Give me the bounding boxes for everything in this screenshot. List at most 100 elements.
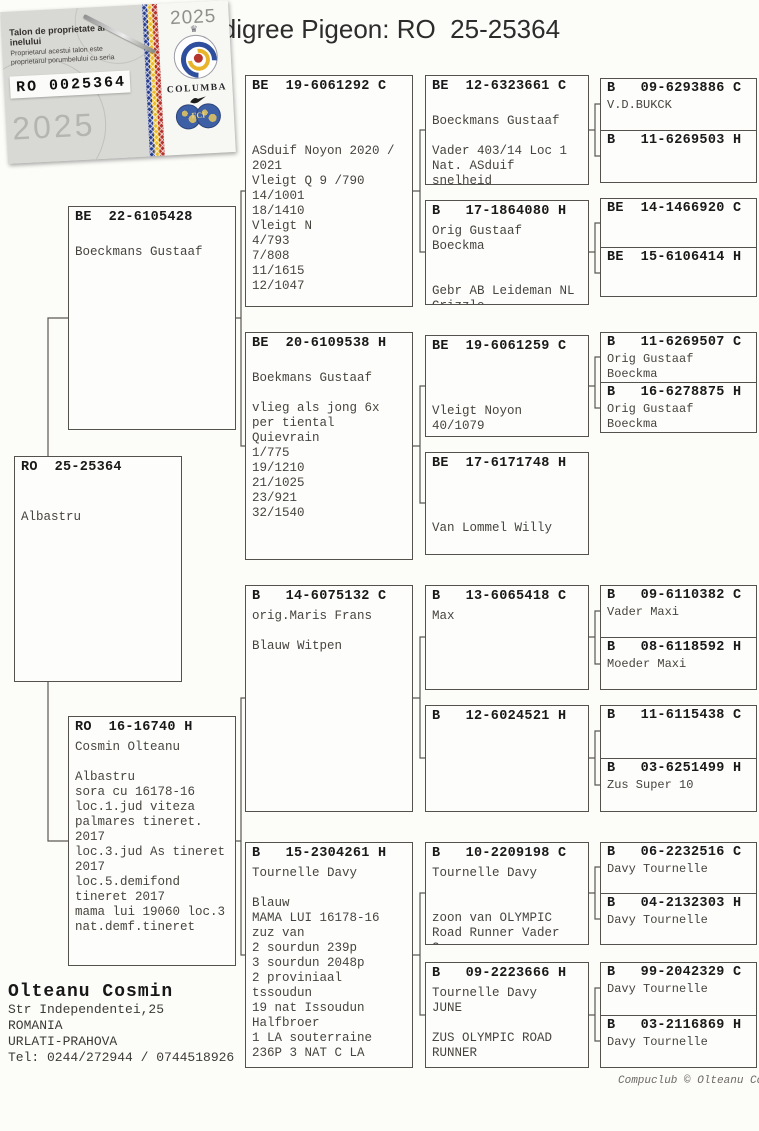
pedigree-box-gen4-13: B 99-2042329 C Davy Tournelle <box>601 963 756 1015</box>
swirl-red-icon <box>193 53 203 64</box>
year-watermark: 2025 <box>11 106 97 147</box>
box-notes: Vleigt Noyon 40/1079 <box>432 404 523 433</box>
page-title: Pedigree Pigeon: RO 25-25364 <box>190 14 561 44</box>
ring-number: B 17-1864080 H <box>432 204 567 219</box>
ring-number: BE 20-6109538 H <box>252 336 387 351</box>
ring-number: B 11-6269503 H <box>607 133 742 148</box>
pedigree-box-gen4-7: B 09-6110382 C Vader Maxi <box>601 586 756 637</box>
pedigree-box-gen3-1: BE 12-6323661 C Boeckmans Gustaaf Vader … <box>425 75 589 185</box>
ring-number: B 08-6118592 H <box>607 640 742 655</box>
owner-phone: Tel: 0244/272944 / 0744518926 <box>8 1050 235 1065</box>
box-notes: Tournelle Davy zoon van OLYMPIC Road Run… <box>432 866 560 944</box>
pedigree-box-gen4-6: B 16-6278875 H Orig Gustaaf Boeckma <box>601 382 756 432</box>
box-notes: Davy Tournelle <box>607 982 708 996</box>
ring-number: BE 14-1466920 C <box>607 201 742 216</box>
pedigree-box-gen4-11: B 06-2232516 C Davy Tournelle <box>601 843 756 893</box>
ring-number: B 03-6251499 H <box>607 761 742 776</box>
box-notes: Orig Gustaaf Boeckma <box>607 352 701 381</box>
ring-number: BE 19-6061292 C <box>252 79 387 94</box>
pedigree-box-gen3-5: B 13-6065418 C Max <box>425 585 589 690</box>
ring-number: B 06-2232516 C <box>607 845 742 860</box>
columba-label: COLUMBA <box>166 82 228 96</box>
pedigree-box-gen3-6: B 12-6024521 H <box>425 705 589 812</box>
owner-address-street: Str Independentei,25 <box>8 1002 165 1017</box>
pedigree-box-gen4-8: B 08-6118592 H Moeder Maxi <box>601 637 756 689</box>
ring-number: B 09-6293886 C <box>607 81 742 96</box>
pedigree-pair-gen4-f: B 06-2232516 C Davy Tournelle B 04-21323… <box>600 842 757 945</box>
box-notes: V.D.BUKCK <box>607 98 672 112</box>
ring-number: B 03-2116869 H <box>607 1017 742 1033</box>
ring-ownership-sticker: Talon de proprietate al inelului Proprie… <box>0 0 236 164</box>
pedigree-box-gen4-9: B 11-6115438 C <box>601 706 756 758</box>
ring-number: BE 19-6061259 C <box>432 339 567 354</box>
pedigree-box-gen4-3: BE 14-1466920 C <box>601 199 756 247</box>
box-notes <box>601 724 756 727</box>
box-notes <box>601 266 756 269</box>
ring-number: B 12-6024521 H <box>432 709 567 724</box>
box-notes: Tournelle Davy Blauw MAMA LUI 16178-16 z… <box>252 866 380 1060</box>
pedigree-pair-gen4-c: B 11-6269507 C Orig Gustaaf Boeckma B 16… <box>600 332 757 433</box>
box-notes <box>601 217 756 220</box>
crown-icon: ♛ <box>189 24 199 36</box>
box-notes: Vader Maxi <box>607 605 680 619</box>
ring-number: B 16-6278875 H <box>607 385 742 400</box>
box-notes: Orig Gustaaf Boeckma <box>607 402 701 431</box>
owner-name: Olteanu Cosmin <box>8 982 174 1002</box>
pedigree-box-gen4-4: BE 15-6106414 H <box>601 247 756 296</box>
box-notes: Van Lommel Willy <box>432 521 553 535</box>
pedigree-box-gen3-3: BE 19-6061259 C Vleigt Noyon 40/1079 <box>425 335 589 437</box>
ring-number: BE 22-6105428 <box>75 210 193 225</box>
pedigree-pair-gen4-g: B 99-2042329 C Davy Tournelle B 03-21168… <box>600 962 757 1068</box>
box-notes: Zus Super 10 <box>607 778 694 792</box>
columba-logo: ♛ <box>171 25 224 86</box>
pedigree-box-subject: RO 25-25364 Albastru <box>14 456 182 682</box>
pedigree-box-gen2-3: B 14-6075132 C orig.Maris Frans Blauw Wi… <box>245 585 413 812</box>
pedigree-box-sire: BE 22-6105428 Boeckmans Gustaaf <box>68 206 236 430</box>
ring-number: B 11-6115438 C <box>607 708 742 723</box>
pedigree-pair-gen4-b: BE 14-1466920 C BE 15-6106414 H <box>600 198 757 297</box>
ring-number: B 99-2042329 C <box>607 965 742 980</box>
pedigree-box-gen4-10: B 03-6251499 H Zus Super 10 <box>601 758 756 811</box>
fci-label: FCI <box>191 110 206 121</box>
box-notes <box>426 725 588 731</box>
sticker-right-panel: 2025 ♛ COLUMBA FCI <box>156 0 236 156</box>
pedigree-box-gen4-12: B 04-2132303 H Davy Tournelle <box>601 893 756 944</box>
box-notes: Orig Gustaaf Boeckma Gebr AB Leideman NL… <box>432 224 575 304</box>
box-notes: Tournelle Davy JUNE ZUS OLYMPIC ROAD RUN… <box>432 986 553 1060</box>
ring-number: RO 25-25364 <box>21 460 122 475</box>
box-notes <box>601 149 756 152</box>
pedigree-box-gen4-1: B 09-6293886 C V.D.BUKCK <box>601 79 756 130</box>
box-notes: Davy Tournelle <box>607 1034 708 1049</box>
box-notes: Moeder Maxi <box>607 657 687 671</box>
box-notes: Cosmin Olteanu Albastru sora cu 16178-16… <box>75 740 226 934</box>
columba-emblem-circle <box>172 33 224 86</box>
pedigree-box-dam: RO 16-16740 H Cosmin Olteanu Albastru so… <box>68 716 236 966</box>
pedigree-box-gen2-2: BE 20-6109538 H Boekmans Gustaaf vlieg a… <box>245 332 413 560</box>
box-notes: orig.Maris Frans Blauw Witpen <box>252 609 373 653</box>
pedigree-box-gen3-8: B 09-2223666 H Tournelle Davy JUNE ZUS O… <box>425 962 589 1068</box>
ring-number: B 14-6075132 C <box>252 589 387 604</box>
ring-number: BE 15-6106414 H <box>607 250 742 265</box>
box-notes: Davy Tournelle <box>607 913 708 927</box>
ring-number: B 10-2209198 C <box>432 846 567 861</box>
ring-number: B 09-2223666 H <box>432 966 567 981</box>
box-notes: Albastru <box>21 510 82 524</box>
owner-block: Olteanu Cosmin Str Independentei,25 ROMA… <box>8 982 234 1066</box>
software-credit: Compuclub © Olteanu Cosm <box>618 1075 759 1087</box>
box-notes: Boekmans Gustaaf vlieg als jong 6x per t… <box>252 371 380 520</box>
owner-address-country: ROMANIA <box>8 1018 63 1033</box>
ring-number: BE 17-6171748 H <box>432 456 567 471</box>
ring-number: B 04-2132303 H <box>607 896 742 911</box>
ring-number: B 13-6065418 C <box>432 589 567 604</box>
box-notes: Max <box>432 609 455 623</box>
ring-number: B 15-2304261 H <box>252 846 387 861</box>
pedigree-box-gen2-4: B 15-2304261 H Tournelle Davy Blauw MAMA… <box>245 842 413 1068</box>
box-notes: Davy Tournelle <box>607 862 708 876</box>
fci-logo: FCI <box>174 96 222 131</box>
pedigree-box-gen3-4: BE 17-6171748 H Van Lommel Willy <box>425 452 589 555</box>
ring-serial-number: RO 0025364 <box>9 70 131 99</box>
pedigree-box-gen3-7: B 10-2209198 C Tournelle Davy zoon van O… <box>425 842 589 945</box>
ring-number: B 11-6269507 C <box>607 335 742 350</box>
pedigree-box-gen2-1: BE 19-6061292 C ASduif Noyon 2020 / 2021… <box>245 75 413 307</box>
